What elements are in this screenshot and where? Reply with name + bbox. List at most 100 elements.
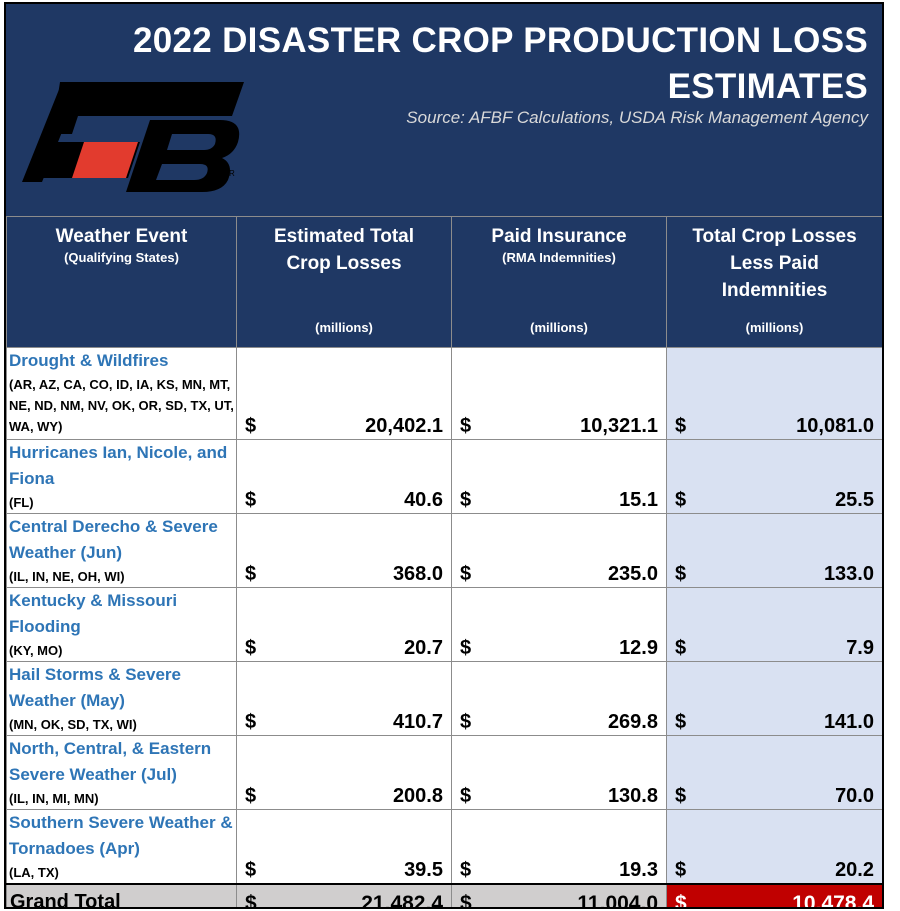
currency-symbol: $ <box>460 785 472 807</box>
value-cell: 39.5 <box>404 859 443 881</box>
grand-total-label-cell: Grand Total <box>6 883 237 907</box>
event-states: (LA, TX) <box>9 865 59 880</box>
net-losses-cell: $20.2 <box>666 809 882 885</box>
event-states: (IL, IN, NE, OH, WI) <box>9 569 125 584</box>
currency-symbol: $ <box>245 489 257 511</box>
currency-symbol: $ <box>245 563 257 585</box>
table-row: Kentucky & Missouri Flooding (KY, MO) $20.… <box>6 587 882 662</box>
table-row: Hurricanes Ian, Nicole, and Fiona (FL) $40… <box>6 439 882 514</box>
column-header-total-losses: Estimated Total Crop Losses (millions) <box>236 216 452 348</box>
value-cell: 235.0 <box>607 563 658 585</box>
value-cell: 10,321.1 <box>580 415 658 437</box>
event-states: (AR, AZ, CA, CO, ID, IA, KS, MN, MT, NE,… <box>9 377 234 434</box>
event-name: Hail Storms & Severe Weather (May) <box>9 665 181 710</box>
value-cell: 25.5 <box>835 489 874 511</box>
column-header-event: Weather Event (Qualifying States) <box>6 216 237 348</box>
value-cell: 141.0 <box>823 711 874 733</box>
event-states: (FL) <box>9 495 34 510</box>
page-title: 2022 DISASTER CROP PRODUCTION LOSS ESTIM… <box>133 21 868 106</box>
net-losses-cell: $25.5 <box>666 439 882 514</box>
event-name: Kentucky & Missouri Flooding <box>9 591 178 636</box>
net-losses-cell: $133.0 <box>666 513 882 588</box>
value-cell: 11,004.0 <box>577 891 658 909</box>
table-row: Southern Severe Weather & Tornadoes (Apr… <box>6 809 882 885</box>
currency-symbol: $ <box>460 711 472 733</box>
currency-symbol: $ <box>675 785 687 807</box>
total-losses-cell: $20.7 <box>236 587 452 662</box>
farm-bureau-logo <box>22 82 244 192</box>
currency-symbol: $ <box>245 891 257 909</box>
value-cell: 7.9 <box>846 637 874 659</box>
value-cell: 15.1 <box>619 489 658 511</box>
loss-table: Weather Event (Qualifying States) Estima… <box>6 216 882 909</box>
table-row: Central Derecho & Severe Weather (Jun) (I… <box>6 513 882 588</box>
value-cell: 130.8 <box>607 785 658 807</box>
value-cell: 20.7 <box>404 637 443 659</box>
event-cell: Drought & Wildfires (AR, AZ, CA, CO, ID, … <box>6 347 237 440</box>
net-losses-cell: $7.9 <box>666 587 882 662</box>
infographic-frame: R 2022 DISASTER CROP PRODUCTION LOSS EST… <box>4 2 884 909</box>
event-name: Southern Severe Weather & Tornadoes (Apr… <box>9 813 233 858</box>
currency-symbol: $ <box>675 415 687 437</box>
total-losses-cell: $39.5 <box>236 809 452 885</box>
currency-symbol: $ <box>460 415 472 437</box>
table-row: North, Central, & Eastern Severe Weather… <box>6 735 882 810</box>
net-losses-cell: $10,081.0 <box>666 347 882 440</box>
event-cell: Hail Storms & Severe Weather (May) (MN, O… <box>6 661 237 736</box>
source-note: Source: AFBF Calculations, USDA Risk Man… <box>406 108 868 127</box>
currency-symbol: $ <box>675 859 687 881</box>
total-losses-cell: $40.6 <box>236 439 452 514</box>
currency-symbol: $ <box>675 563 687 585</box>
currency-symbol: $ <box>675 637 687 659</box>
value-cell: 10,081.0 <box>796 415 874 437</box>
value-cell: 10,478.4 <box>792 891 874 909</box>
value-cell: 12.9 <box>619 637 658 659</box>
total-losses-cell: $200.8 <box>236 735 452 810</box>
registered-mark: R <box>229 169 235 178</box>
value-cell: 200.8 <box>392 785 443 807</box>
paid-insurance-cell: $10,321.1 <box>451 347 667 440</box>
table-row: Hail Storms & Severe Weather (May) (MN, O… <box>6 661 882 736</box>
paid-insurance-cell: $12.9 <box>451 587 667 662</box>
currency-symbol: $ <box>460 891 472 909</box>
event-cell: North, Central, & Eastern Severe Weather… <box>6 735 237 810</box>
event-cell: Kentucky & Missouri Flooding (KY, MO) <box>6 587 237 662</box>
value-cell: 40.6 <box>404 489 443 511</box>
currency-symbol: $ <box>245 785 257 807</box>
currency-symbol: $ <box>460 637 472 659</box>
column-header-net-losses: Total Crop Losses Less Paid Indemnities … <box>666 216 882 348</box>
event-states: (MN, OK, SD, TX, WI) <box>9 717 137 732</box>
currency-symbol: $ <box>675 711 687 733</box>
currency-symbol: $ <box>460 563 472 585</box>
event-cell: Southern Severe Weather & Tornadoes (Apr… <box>6 809 237 885</box>
event-cell: Hurricanes Ian, Nicole, and Fiona (FL) <box>6 439 237 514</box>
value-cell: 20,402.1 <box>365 415 443 437</box>
event-states: (IL, IN, MI, MN) <box>9 791 99 806</box>
paid-insurance-cell: $235.0 <box>451 513 667 588</box>
currency-symbol: $ <box>245 859 257 881</box>
grand-total-net: $10,478.4 <box>666 883 882 909</box>
value-cell: 269.8 <box>607 711 658 733</box>
grand-total-losses: $21,482.4 <box>236 883 452 909</box>
value-cell: 410.7 <box>392 711 443 733</box>
total-losses-cell: $20,402.1 <box>236 347 452 440</box>
currency-symbol: $ <box>675 489 687 511</box>
total-losses-cell: $410.7 <box>236 661 452 736</box>
table-header-row: Weather Event (Qualifying States) Estima… <box>6 216 882 348</box>
paid-insurance-cell: $15.1 <box>451 439 667 514</box>
event-name: Central Derecho & Severe Weather (Jun) <box>9 517 218 562</box>
event-name: Hurricanes Ian, Nicole, and Fiona <box>9 443 228 488</box>
value-cell: 19.3 <box>619 859 658 881</box>
currency-symbol: $ <box>245 637 257 659</box>
grand-total-paid: $11,004.0 <box>451 883 667 909</box>
currency-symbol: $ <box>460 859 472 881</box>
total-losses-cell: $368.0 <box>236 513 452 588</box>
paid-insurance-cell: $130.8 <box>451 735 667 810</box>
value-cell: 21,482.4 <box>361 891 443 909</box>
currency-symbol: $ <box>245 711 257 733</box>
value-cell: 368.0 <box>392 563 443 585</box>
column-header-paid-insurance: Paid Insurance (RMA Indemnities) (millio… <box>451 216 667 348</box>
value-cell: 20.2 <box>835 859 874 881</box>
event-cell: Central Derecho & Severe Weather (Jun) (I… <box>6 513 237 588</box>
currency-symbol: $ <box>245 415 257 437</box>
